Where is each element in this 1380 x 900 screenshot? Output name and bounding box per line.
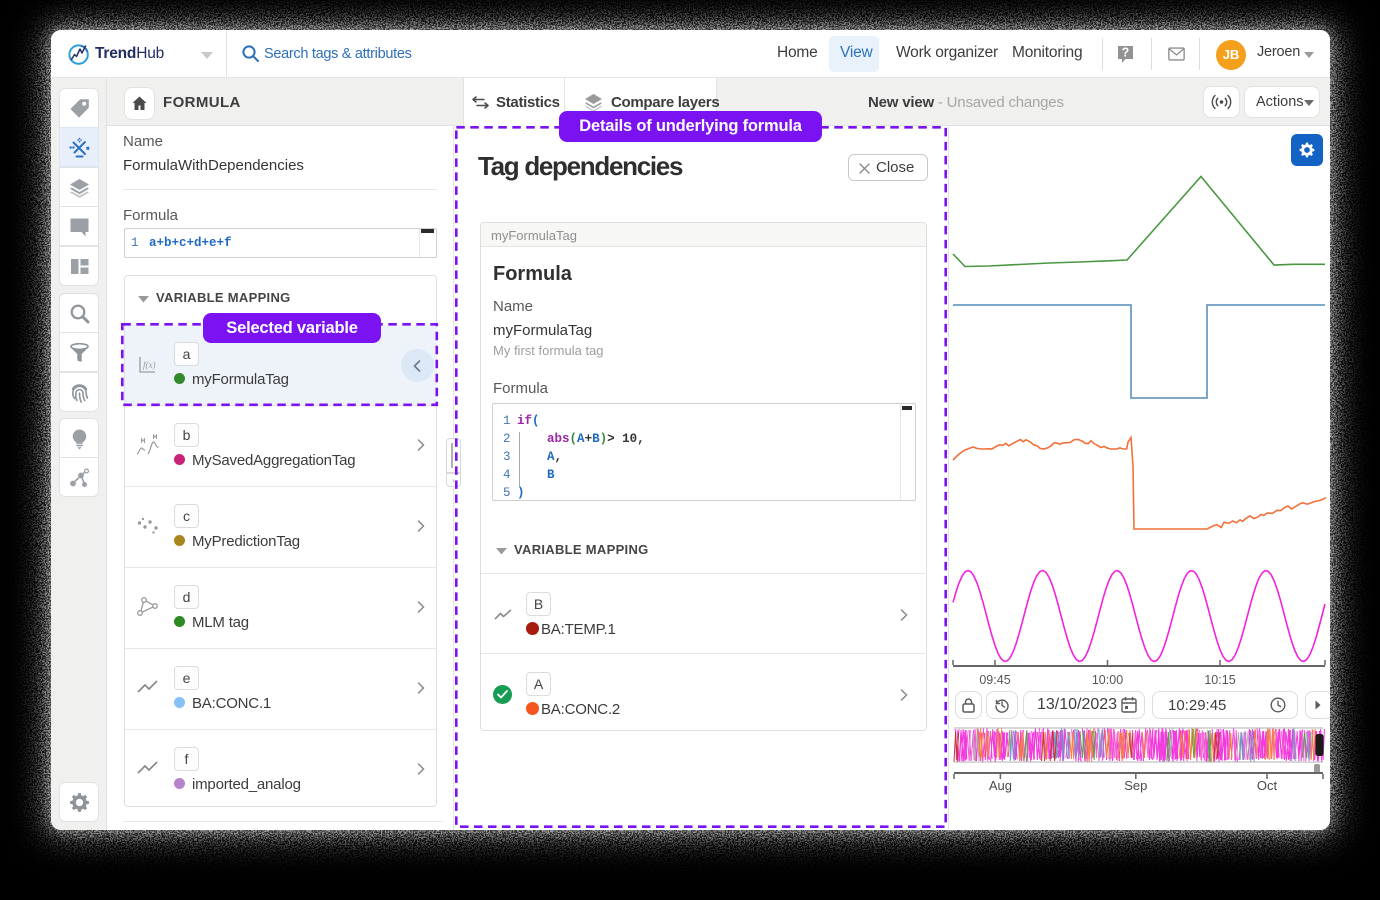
svg-text:?: ? [1122, 46, 1130, 60]
svg-text:f(x): f(x) [143, 360, 156, 370]
svg-text:Aug: Aug [989, 778, 1012, 793]
svg-text:09:45: 09:45 [979, 673, 1010, 687]
svg-text:Oct: Oct [1257, 778, 1278, 793]
svg-text:Sep: Sep [1124, 778, 1147, 793]
svg-text:10:15: 10:15 [1204, 673, 1235, 687]
svg-text:10:00: 10:00 [1092, 673, 1123, 687]
